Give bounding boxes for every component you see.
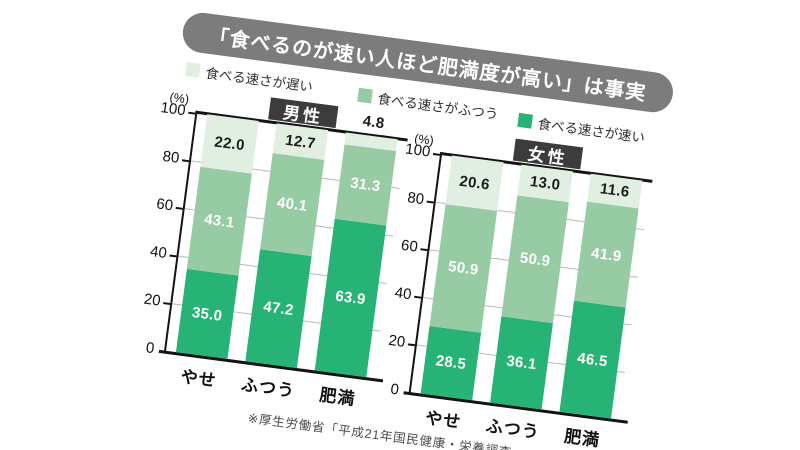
y-tick-label: 100 [159, 99, 187, 120]
y-tick-label: 20 [142, 290, 162, 310]
value-label: 13.0 [528, 173, 562, 194]
y-tick-label: 20 [387, 331, 407, 351]
category-label: 肥満 [563, 426, 602, 450]
value-label: 50.9 [518, 249, 552, 270]
value-label: 40.1 [275, 194, 309, 216]
legend-label-slow: 食べる速さが遅い [204, 65, 314, 95]
y-axis-tick [188, 111, 196, 115]
value-label: 20.6 [458, 172, 491, 194]
y-tick-label: 60 [400, 236, 419, 256]
y-axis-tick [426, 200, 434, 204]
y-tick-label: 80 [161, 147, 181, 167]
y-tick-label: 40 [393, 284, 413, 304]
value-label: 28.5 [434, 352, 468, 374]
fast-swatch-icon [517, 112, 533, 129]
slow-swatch-icon [185, 62, 201, 78]
y-axis-tick [414, 295, 422, 299]
y-axis-tick [420, 248, 428, 252]
y-axis-tick [169, 254, 177, 258]
y-tick-label: 40 [149, 242, 168, 263]
y-axis-tick [432, 153, 441, 156]
y-tick-label: 80 [406, 189, 426, 209]
value-label: 43.1 [203, 210, 236, 232]
value-label: 31.3 [349, 174, 382, 195]
value-label: 50.9 [447, 258, 480, 279]
value-label: 41.9 [590, 244, 623, 265]
value-label: 36.1 [505, 352, 538, 374]
y-axis-tick [175, 206, 183, 210]
y-axis-tick [181, 159, 190, 163]
value-label: 22.0 [213, 133, 246, 154]
y-tick-label: 60 [155, 195, 175, 215]
page-title: 「食べるのが速い人ほど肥満度が高い」は事実 [207, 25, 648, 105]
y-tick-label: 100 [404, 140, 432, 161]
y-axis-tick [407, 343, 416, 347]
normal-swatch-icon [357, 87, 373, 104]
value-label: 46.5 [576, 349, 609, 371]
y-tick-label: 0 [144, 339, 156, 358]
y-axis-tick [163, 302, 171, 305]
value-label: 35.0 [191, 303, 224, 325]
